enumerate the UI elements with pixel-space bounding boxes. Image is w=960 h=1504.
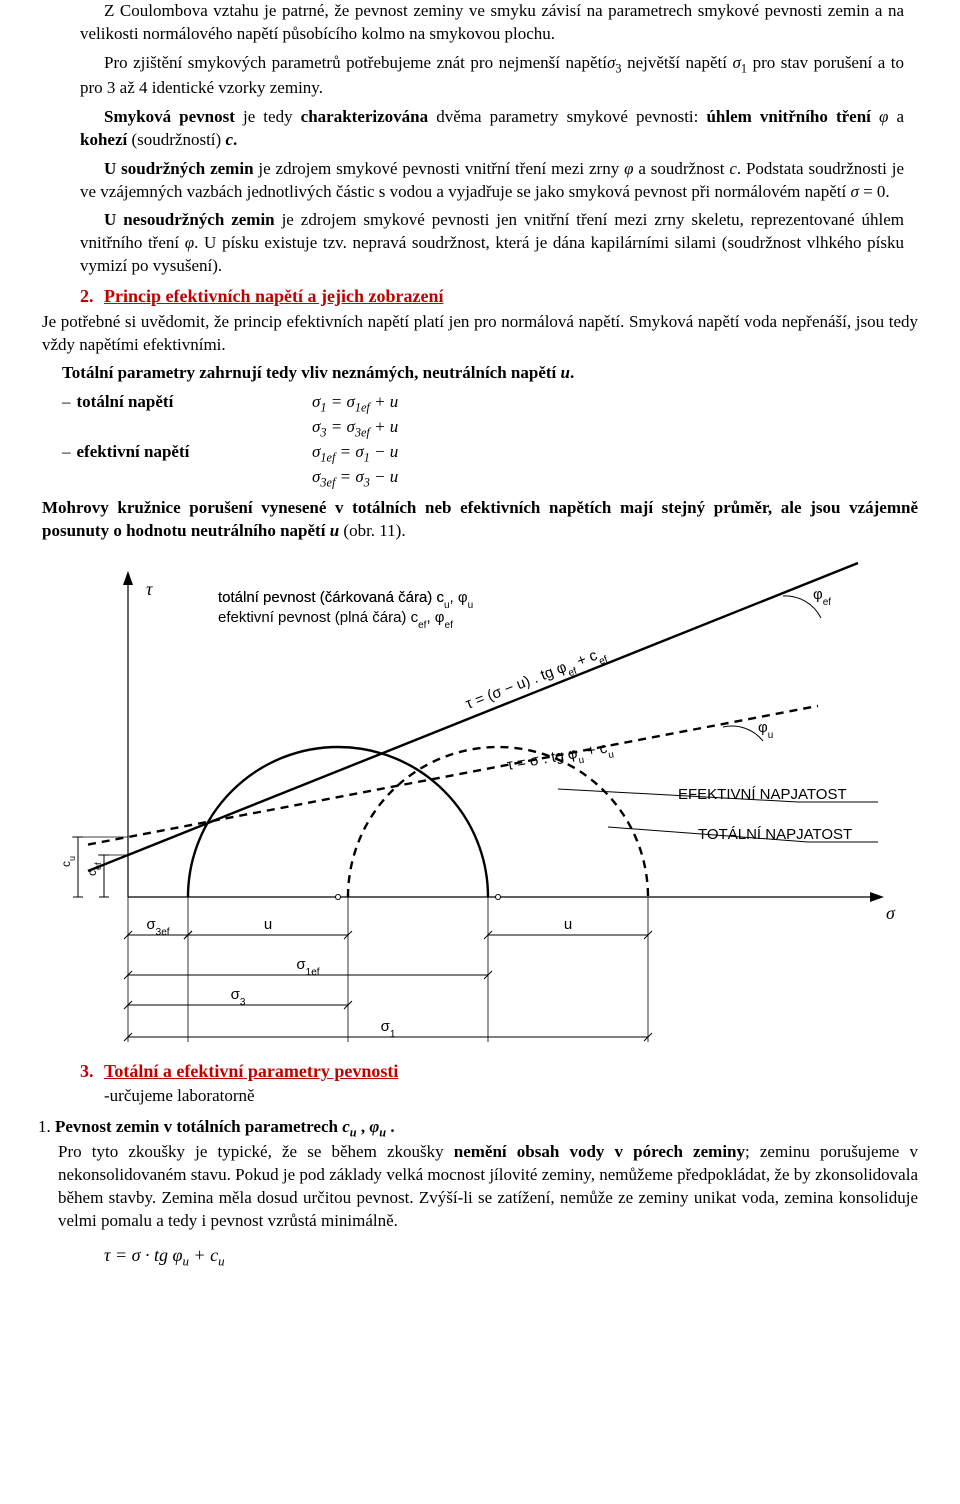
- text-bold: Mohrovy kružnice porušení vynesené v tot…: [42, 498, 918, 540]
- svg-text:τ = σ . tg φu + cu: τ = σ . tg φu + cu: [506, 739, 615, 779]
- heading-text: Princip efektivních napětí a jejich zobr…: [104, 286, 443, 306]
- text-bold: úhlem vnitřního tření: [706, 107, 870, 126]
- svg-text:σ3: σ3: [231, 986, 246, 1008]
- text-bold: Smyková pevnost: [104, 107, 235, 126]
- paragraph: Smyková pevnost je tedy charakterizována…: [38, 106, 922, 152]
- symbol: φ: [369, 1117, 379, 1136]
- text: Pro zjištění smykových parametrů potřebu…: [104, 53, 607, 72]
- symbol: σ: [733, 53, 741, 72]
- svg-text:cef: cef: [85, 862, 103, 876]
- mohr-diagram-svg: τσtotální pevnost (čárkovaná čára) ctotá…: [38, 557, 918, 1057]
- paragraph: U nesoudržných zemin je zdrojem smykové …: [38, 209, 922, 278]
- text: největší napětí: [622, 53, 733, 72]
- text-bold: kohezí: [80, 130, 127, 149]
- text: Pro tyto zkoušky je typické, že se během…: [58, 1142, 454, 1161]
- symbol: c: [225, 130, 233, 149]
- svg-text:efektivní pevnost (plná čára): efektivní pevnost (plná čára) cef, φef: [218, 609, 453, 631]
- text: (soudržností): [127, 130, 225, 149]
- text-bold: Totální parametry zahrnují tedy vliv nez…: [62, 363, 561, 382]
- text: je zdrojem smykové pevnosti vnitřní třen…: [254, 159, 625, 178]
- svg-text:σ1: σ1: [381, 1018, 396, 1040]
- text-bold: .: [570, 363, 574, 382]
- equation: σ1 = σ1ef + u: [312, 391, 398, 416]
- section-heading-2: 2. Princip efektivních napětí a jejich z…: [80, 284, 922, 308]
- paragraph: Je potřebné si uvědomit, že princip efek…: [38, 311, 922, 357]
- svg-text:u: u: [264, 916, 272, 933]
- paragraph: Totální parametry zahrnují tedy vliv nez…: [38, 362, 922, 385]
- text: = 0.: [859, 182, 890, 201]
- text-bold: .: [386, 1117, 395, 1136]
- equation: σ1ef = σ1 − u: [312, 441, 398, 466]
- svg-text:totální pevnost (čárkovaná čár: totální pevnost (čárkovaná čára) cu, φu: [218, 589, 473, 611]
- mohr-diagram: τσtotální pevnost (čárkovaná čára) ctotá…: [38, 557, 922, 1057]
- svg-text:φef: φef: [813, 586, 831, 608]
- symbol: u: [330, 521, 339, 540]
- symbol: c: [342, 1117, 350, 1136]
- symbol: φ: [879, 107, 888, 126]
- paragraph: U soudržných zemin je zdrojem smykové pe…: [38, 158, 922, 204]
- symbol: φ: [185, 233, 194, 252]
- equation: τ = σ · tg φu + cu: [38, 1243, 922, 1270]
- symbol: σ: [850, 182, 858, 201]
- equation-label: –efektivní napětí: [38, 441, 312, 464]
- text-bold: charakterizována: [301, 107, 428, 126]
- text: . U písku existuje tzv. nepravá soudržno…: [80, 233, 904, 275]
- svg-text:σ: σ: [886, 903, 896, 923]
- equation-row: σ3ef = σ3 − u: [38, 466, 922, 491]
- symbol: u: [561, 363, 570, 382]
- text-bold: Pevnost zemin v totálních parametrech: [55, 1117, 342, 1136]
- equation-label: –totální napětí: [38, 391, 312, 414]
- heading-text: Totální a efektivní parametry pevnosti: [104, 1061, 398, 1081]
- text: a soudržnost: [633, 159, 729, 178]
- text: (obr. 11).: [339, 521, 405, 540]
- document-page: Z Coulombova vztahu je patrné, že pevnos…: [0, 0, 960, 1308]
- svg-text:u: u: [564, 916, 572, 933]
- symbol: c: [729, 159, 737, 178]
- svg-text:σ1ef: σ1ef: [296, 956, 319, 978]
- heading-number: 2.: [80, 286, 100, 306]
- text-bold: efektivní napětí: [77, 442, 190, 461]
- svg-text:cu: cu: [59, 856, 77, 867]
- svg-text:τ: τ: [146, 579, 153, 599]
- text: dvěma parametry smykové pevnosti:: [428, 107, 706, 126]
- list-number: 1.: [38, 1117, 51, 1136]
- equation-block: –totální napětí σ1 = σ1ef + u σ3 = σ3ef …: [38, 391, 922, 491]
- text: je tedy: [235, 107, 301, 126]
- section-heading-3: 3. Totální a efektivní parametry pevnost…: [80, 1059, 922, 1083]
- paragraph: Pro zjištění smykových parametrů potřebu…: [38, 52, 922, 100]
- equation-row: σ3 = σ3ef + u: [38, 416, 922, 441]
- subheading: -určujeme laboratorně: [38, 1085, 922, 1108]
- list-item: 1. Pevnost zemin v totálních parametrech…: [38, 1116, 922, 1233]
- paragraph: Mohrovy kružnice porušení vynesené v tot…: [38, 497, 922, 543]
- svg-text:TOTÁLNÍ NAPJATOST: TOTÁLNÍ NAPJATOST: [698, 826, 852, 843]
- text-bold: nemění obsah vody v pórech zeminy: [454, 1142, 745, 1161]
- paragraph: Z Coulombova vztahu je patrné, že pevnos…: [38, 0, 922, 46]
- svg-text:σ3ef: σ3ef: [146, 916, 169, 938]
- text-bold: U soudržných zemin: [104, 159, 254, 178]
- text-bold: U nesoudržných zemin: [104, 210, 275, 229]
- heading-number: 3.: [80, 1061, 100, 1081]
- equation: σ3ef = σ3 − u: [312, 466, 398, 491]
- equation-row: –totální napětí σ1 = σ1ef + u: [38, 391, 922, 416]
- svg-text:EFEKTIVNÍ NAPJATOST: EFEKTIVNÍ NAPJATOST: [678, 786, 847, 803]
- text: a: [888, 107, 904, 126]
- equation-row: –efektivní napětí σ1ef = σ1 − u: [38, 441, 922, 466]
- text-bold: totální napětí: [77, 392, 174, 411]
- svg-text:τ = (σ − u) . tg φef + cef: τ = (σ − u) . tg φef + cef: [463, 644, 609, 717]
- equation: σ3 = σ3ef + u: [312, 416, 398, 441]
